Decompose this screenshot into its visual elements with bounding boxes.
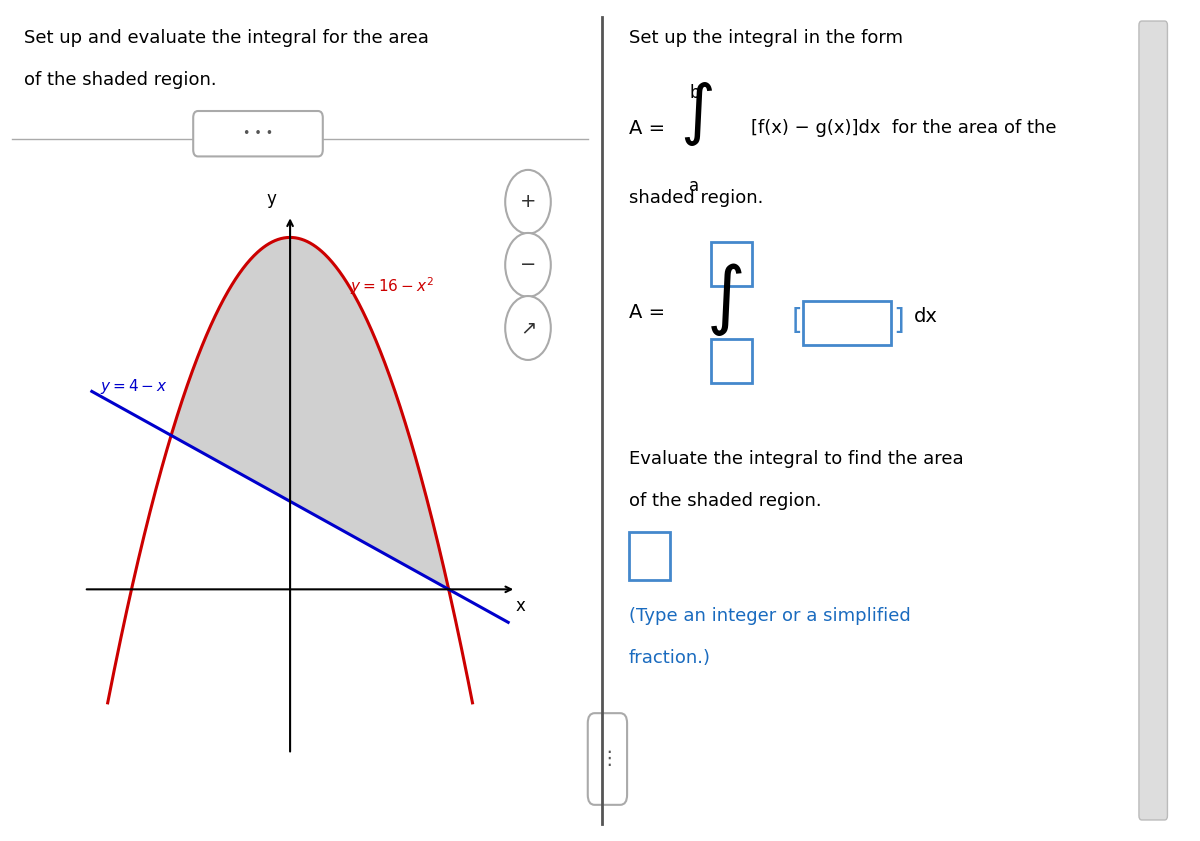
Text: $\int$: $\int$ <box>680 80 713 148</box>
Text: x: x <box>515 597 526 616</box>
Text: of the shaded region.: of the shaded region. <box>24 71 217 89</box>
FancyBboxPatch shape <box>629 532 670 580</box>
Circle shape <box>505 170 551 234</box>
Text: ]: ] <box>893 307 904 335</box>
FancyBboxPatch shape <box>1139 21 1168 820</box>
Text: dx: dx <box>914 307 937 326</box>
Text: ↗: ↗ <box>520 319 536 337</box>
FancyBboxPatch shape <box>588 713 628 805</box>
Text: −: − <box>520 256 536 274</box>
Text: [f(x) − g(x)]dx  for the area of the: [f(x) − g(x)]dx for the area of the <box>751 119 1057 137</box>
Text: (Type an integer or a simplified: (Type an integer or a simplified <box>629 607 911 625</box>
Text: ⋮: ⋮ <box>599 749 619 768</box>
Circle shape <box>505 296 551 360</box>
Text: y: y <box>266 190 276 209</box>
Text: +: + <box>520 193 536 211</box>
Text: shaded region.: shaded region. <box>629 189 763 207</box>
FancyBboxPatch shape <box>193 111 323 156</box>
Text: of the shaded region.: of the shaded region. <box>629 492 822 510</box>
FancyBboxPatch shape <box>712 242 752 286</box>
Text: Set up the integral in the form: Set up the integral in the form <box>629 29 902 47</box>
Text: A =: A = <box>629 119 665 139</box>
Text: $y = 4 - x$: $y = 4 - x$ <box>100 378 168 396</box>
Text: fraction.): fraction.) <box>629 649 710 667</box>
Circle shape <box>505 233 551 297</box>
Text: • • •: • • • <box>242 127 274 140</box>
Text: A =: A = <box>629 303 665 322</box>
Text: Evaluate the integral to find the area: Evaluate the integral to find the area <box>629 450 964 468</box>
Text: [: [ <box>792 307 803 335</box>
Text: $y = 16 - x^2$: $y = 16 - x^2$ <box>349 276 433 298</box>
Text: b: b <box>689 84 700 102</box>
FancyBboxPatch shape <box>803 301 890 345</box>
FancyBboxPatch shape <box>712 339 752 383</box>
Text: a: a <box>689 177 700 194</box>
Text: Set up and evaluate the integral for the area: Set up and evaluate the integral for the… <box>24 29 428 47</box>
Text: $\int$: $\int$ <box>706 261 743 338</box>
